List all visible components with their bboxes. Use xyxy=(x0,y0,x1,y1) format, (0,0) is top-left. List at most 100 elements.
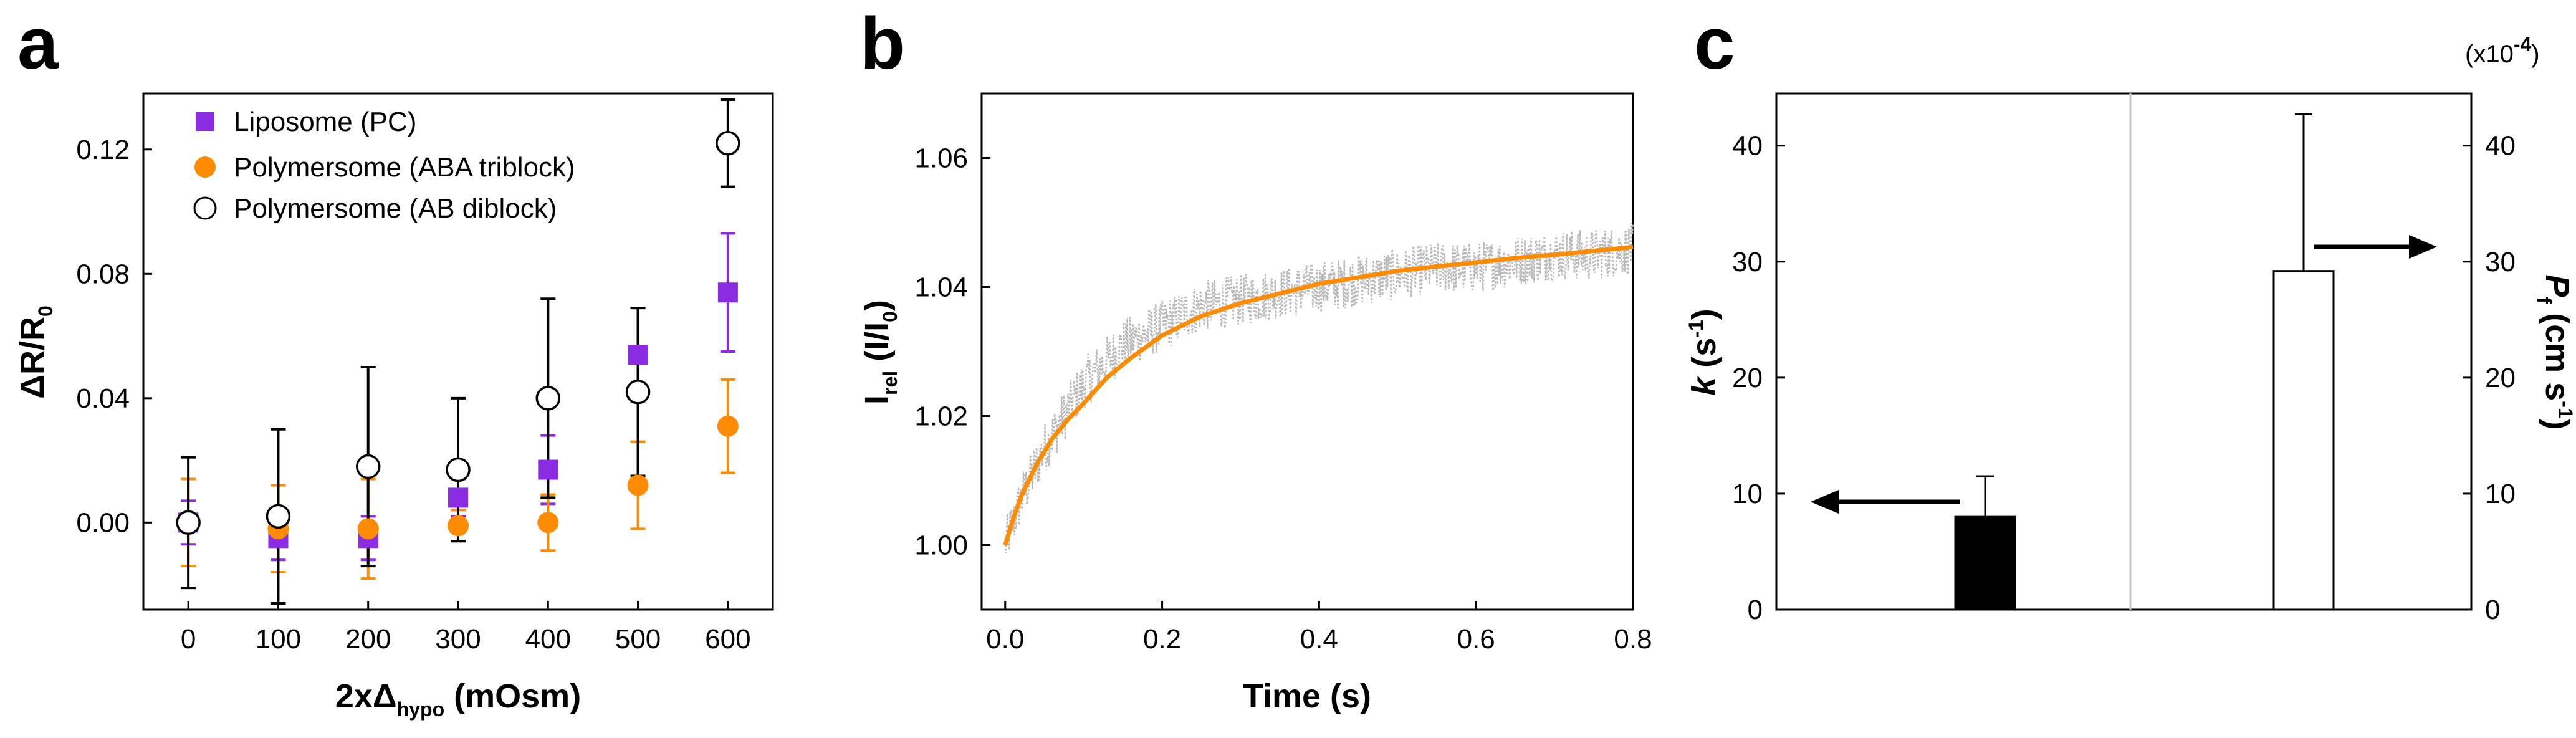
right-arrow xyxy=(2314,235,2437,259)
y-tick-label-b: 1.06 xyxy=(914,143,968,174)
y-title-c-left-close: ) xyxy=(1685,309,1723,320)
y-tick-label-b: 1.00 xyxy=(914,530,968,561)
x-title-a-tail: (mOsm) xyxy=(444,678,581,715)
plot-frame-c xyxy=(1775,92,2473,611)
panel-letter-a: a xyxy=(17,2,59,85)
left-arrow xyxy=(1811,490,1960,514)
y-tick-label-c-right: 10 xyxy=(2485,479,2516,509)
y-axis-title-c-right: Pf (cm s-1) xyxy=(2533,274,2576,429)
left-axis-c: 0 10 20 30 40 xyxy=(1732,131,1785,625)
y-tick-label-b: 1.02 xyxy=(914,401,968,432)
legend-marker-liposome xyxy=(196,112,214,131)
y-title-c-left-main: k xyxy=(1685,375,1723,396)
legend-label-liposome: Liposome (PC) xyxy=(234,107,416,137)
y-tick-label-c-left: 0 xyxy=(1748,595,1763,625)
data-point-triblock xyxy=(627,474,649,496)
y-title-c-left-exp: -1 xyxy=(1685,320,1707,337)
y-tick-label-c-left: 40 xyxy=(1732,131,1763,161)
x-title-a-sub: hypo xyxy=(397,698,444,721)
legend-label-triblock: Polymersome (ABA triblock) xyxy=(234,152,575,183)
y-tick-label-a: 0.04 xyxy=(76,383,130,414)
bars-c xyxy=(1954,113,2335,611)
y-title-b-mid: (I/I xyxy=(858,322,896,371)
scale-note: (x10-4) xyxy=(2465,33,2540,68)
x-axis-b: 0.0 0.2 0.4 0.6 0.8 xyxy=(986,601,1652,654)
right-axis-c: 0 10 20 30 40 xyxy=(2463,131,2516,625)
x-tick-label-b: 0.2 xyxy=(1143,624,1181,654)
y-title-c-right-sub: f xyxy=(2533,297,2555,304)
data-point-diblock xyxy=(535,386,561,411)
y-tick-label-c-right: 40 xyxy=(2485,131,2516,161)
legend-label-diblock: Polymersome (AB diblock) xyxy=(234,193,557,224)
data-point-triblock xyxy=(448,515,469,537)
x-tick-label-a: 600 xyxy=(705,624,750,654)
y-title-a-sub: 0 xyxy=(34,305,57,317)
x-tick-label-b: 0.0 xyxy=(986,624,1024,654)
legend-marker-triblock xyxy=(194,156,216,178)
x-tick-label-a: 200 xyxy=(345,624,391,654)
scale-note-base: (x10 xyxy=(2465,41,2514,68)
x-tick-label-b: 0.4 xyxy=(1300,624,1338,654)
y-tick-label-c-right: 30 xyxy=(2485,247,2516,277)
y-axis-a: 0.00 0.04 0.08 0.12 xyxy=(76,135,152,538)
scale-note-close: ) xyxy=(2531,41,2539,68)
y-axis-title-a: ΔR/R0 xyxy=(14,305,57,399)
data-point-diblock xyxy=(446,457,471,482)
y-title-c-right-main: P xyxy=(2539,274,2576,297)
x-tick-label-b: 0.6 xyxy=(1457,624,1495,654)
x-tick-label-b: 0.8 xyxy=(1614,624,1652,654)
y-tick-label-c-left: 20 xyxy=(1732,363,1763,393)
y-title-b-end: ) xyxy=(858,300,896,311)
x-tick-label-a: 100 xyxy=(256,624,301,654)
x-title-a-main: 2xΔ xyxy=(335,678,397,715)
data-point-triblock xyxy=(537,512,559,534)
x-axis-title-a: 2xΔhypo (mOsm) xyxy=(335,678,581,721)
legend-a: Liposome (PC) Polymersome (ABA triblock)… xyxy=(193,107,575,224)
y-tick-label-a: 0.12 xyxy=(76,135,130,165)
data-point-diblock xyxy=(266,504,291,529)
data-point-liposome xyxy=(538,459,558,480)
y-axis-title-b: Irel (I/I0) xyxy=(858,300,901,405)
y-title-c-right-unit: (cm s xyxy=(2539,304,2576,401)
panel-letter-b: b xyxy=(860,2,905,85)
x-tick-label-a: 0 xyxy=(181,624,196,654)
legend-marker-diblock xyxy=(193,196,217,220)
data-point-liposome xyxy=(448,487,468,508)
y-axis-title-c-left: k (s-1) xyxy=(1685,309,1723,396)
left-arrow-head xyxy=(1811,490,1839,514)
x-axis-a: 0 100 200 300 400 500 600 xyxy=(181,601,751,654)
fit-curve xyxy=(1003,244,1634,546)
bar-k xyxy=(1954,515,2016,611)
x-tick-label-a: 500 xyxy=(615,624,661,654)
panel-letter-c: c xyxy=(1694,2,1735,85)
y-title-c-left-unit: (s xyxy=(1685,338,1723,377)
scale-note-exp: -4 xyxy=(2514,33,2532,55)
y-title-b-sub: rel xyxy=(879,371,901,395)
x-axis-title-b: Time (s) xyxy=(1243,678,1371,715)
x-tick-label-a: 400 xyxy=(525,624,571,654)
y-title-c-right-close: ) xyxy=(2539,419,2576,430)
y-title-c-right-exp: -1 xyxy=(2554,401,2576,418)
y-tick-label-b: 1.04 xyxy=(914,272,968,303)
y-tick-label-c-left: 30 xyxy=(1732,247,1763,277)
data-point-diblock xyxy=(176,510,201,535)
panel-b: b 1.00 1.02 1.04 1.06 0.0 0.2 0.4 0.6 0.8 Time … xyxy=(858,2,1652,715)
y-tick-label-c-right: 20 xyxy=(2485,363,2516,393)
plot-area-a xyxy=(176,98,740,605)
data-point-triblock xyxy=(717,415,739,437)
y-tick-label-a: 0.00 xyxy=(76,507,130,538)
y-axis-b: 1.00 1.02 1.04 1.06 xyxy=(914,143,990,561)
y-tick-label-a: 0.08 xyxy=(76,259,130,289)
y-tick-label-c-right: 0 xyxy=(2485,595,2500,625)
plot-frame-b xyxy=(980,92,1634,611)
y-title-b-main: I xyxy=(858,395,896,405)
data-point-liposome xyxy=(717,282,738,303)
data-point-diblock xyxy=(355,454,381,479)
panel-a: a 0.00 0.04 0.08 0.12 0 100 200 300 400 500 600 L… xyxy=(14,2,774,721)
x-tick-label-a: 300 xyxy=(435,624,481,654)
bar-Pf xyxy=(2272,270,2335,611)
y-tick-label-c-left: 10 xyxy=(1732,479,1763,509)
y-title-a-main: ΔR/R xyxy=(14,317,51,399)
